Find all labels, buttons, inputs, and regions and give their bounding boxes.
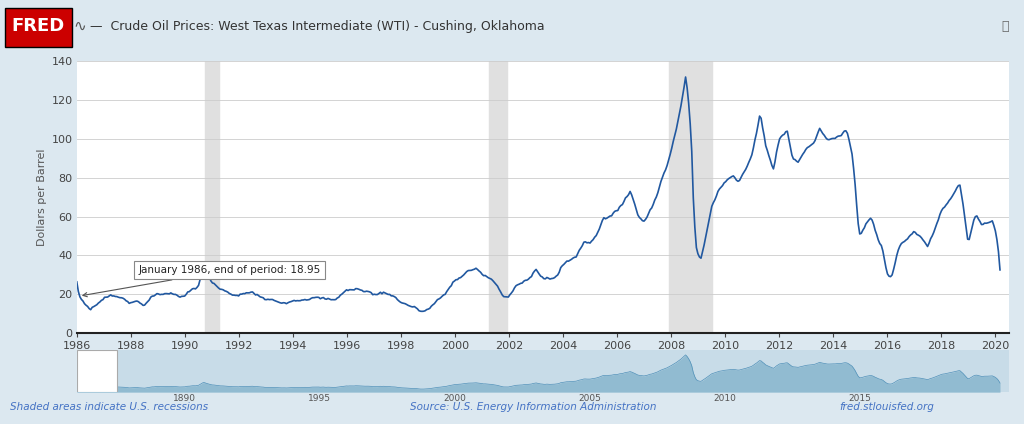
FancyBboxPatch shape — [77, 350, 118, 392]
Bar — [205, 61, 218, 333]
Text: fred.stlouisfed.org: fred.stlouisfed.org — [840, 402, 935, 412]
Y-axis label: Dollars per Barrel: Dollars per Barrel — [37, 148, 47, 246]
Text: ⛶: ⛶ — [1001, 20, 1009, 33]
Bar — [488, 61, 507, 333]
Text: Shaded areas indicate U.S. recessions: Shaded areas indicate U.S. recessions — [10, 402, 208, 412]
Bar — [669, 61, 712, 333]
Text: —  Crude Oil Prices: West Texas Intermediate (WTI) - Cushing, Oklahoma: — Crude Oil Prices: West Texas Intermedi… — [90, 20, 545, 33]
Text: January 1986, end of period: 18.95: January 1986, end of period: 18.95 — [83, 265, 321, 297]
Text: FRED: FRED — [11, 17, 65, 36]
FancyBboxPatch shape — [5, 8, 72, 47]
Text: Source: U.S. Energy Information Administration: Source: U.S. Energy Information Administ… — [410, 402, 656, 412]
Text: ∿: ∿ — [74, 19, 86, 34]
